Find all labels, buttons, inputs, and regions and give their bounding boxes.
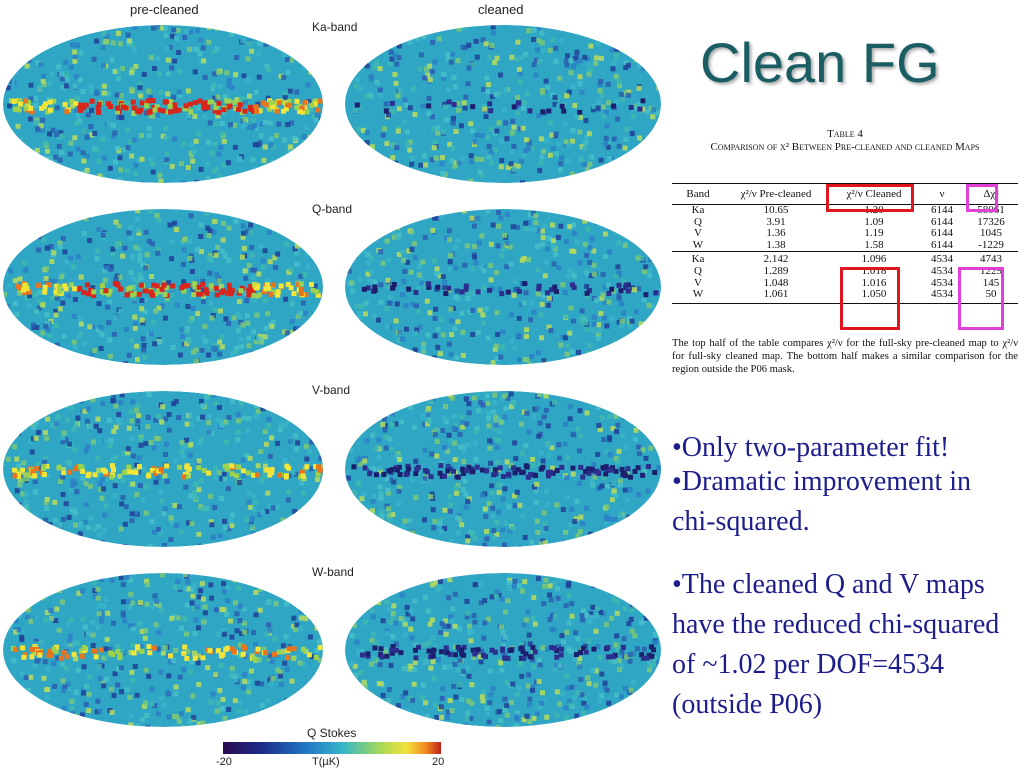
sky-map-q-precleaned <box>3 209 323 365</box>
cell-nu: 6144 <box>931 227 953 240</box>
sky-map-w-cleaned <box>345 573 661 727</box>
table-row: Q 3.91 1.09 6144 17326 <box>672 215 1018 229</box>
sky-map-v-precleaned <box>3 391 323 547</box>
band-label-w: W-band <box>312 565 354 579</box>
highlight-box-cleaned-values <box>840 267 900 330</box>
cell-cleaned: 1.19 <box>864 227 884 240</box>
cell-nu: 4534 <box>920 251 964 266</box>
table-row: Ka 2.142 1.096 4534 4743 <box>672 251 1018 266</box>
header-precleaned: χ²/ν Pre-cleaned <box>724 183 828 205</box>
cell-delta-chi: 145 <box>982 276 1000 289</box>
cell-band: W <box>692 238 704 251</box>
pre-cleaned-column-label: pre-cleaned <box>130 2 199 17</box>
sky-map-ka-precleaned <box>3 25 323 183</box>
cell-band: Q <box>694 264 702 277</box>
colorbar-min-label: -20 <box>216 756 232 768</box>
table-note: The top half of the table compares χ²/ν … <box>672 338 1018 375</box>
cell-nu: 6144 <box>931 204 953 216</box>
cell-precleaned: 1.289 <box>763 264 789 277</box>
cell-nu: 4534 <box>920 288 964 304</box>
bullet-dramatic-improvement: •Dramatic improvement in chi-squared. <box>672 466 972 537</box>
colorbar-max-label: 20 <box>432 756 445 768</box>
table-title: Comparison of χ² Between Pre-cleaned and… <box>710 141 980 153</box>
colorbar-unit-label: T(µK) <box>312 756 340 768</box>
cell-precleaned: 3.91 <box>766 215 786 228</box>
band-label-ka: Ka-band <box>312 20 358 34</box>
cell-nu: 6144 <box>931 238 953 251</box>
cell-precleaned: 1.36 <box>766 227 786 240</box>
cell-cleaned: 1.096 <box>828 251 920 266</box>
cell-delta-chi: 17326 <box>977 215 1005 228</box>
table-row: V 1.36 1.19 6144 1045 <box>672 228 1018 240</box>
sky-map-v-cleaned <box>345 391 661 547</box>
cell-band: V <box>694 276 702 289</box>
cell-cleaned: 1.016 <box>861 276 887 289</box>
table-caption: Table 4 Comparison of χ² Between Pre-cle… <box>672 128 1018 154</box>
cell-cleaned: 1.018 <box>861 264 887 277</box>
slide-title: Clean FG <box>700 31 940 94</box>
header-cleaned: χ²/ν Cleaned <box>828 183 920 205</box>
colorbar-title: Q Stokes <box>307 726 357 740</box>
cleaned-column-label: cleaned <box>478 2 524 17</box>
highlight-box-delta-header <box>966 184 998 212</box>
cell-cleaned: 1.58 <box>864 238 884 251</box>
cell-nu: 6144 <box>931 215 953 228</box>
table-number: Table 4 <box>827 128 863 140</box>
cell-band: Ka <box>672 251 724 266</box>
cell-precleaned: 2.142 <box>724 251 828 266</box>
table-row: V 1.048 1.016 4534 145 <box>672 276 1018 290</box>
cell-nu: 4534 <box>931 264 953 277</box>
cell-delta-chi: -1229 <box>978 238 1004 251</box>
cell-band: V <box>694 227 702 240</box>
cell-band: W <box>672 288 724 304</box>
header-band: Band <box>672 183 724 205</box>
cell-band: Ka <box>691 204 705 216</box>
cell-cleaned: 1.09 <box>864 215 884 228</box>
cell-precleaned: 10.65 <box>763 204 789 216</box>
sky-map-w-precleaned <box>3 573 323 727</box>
header-nu: ν <box>920 183 964 205</box>
cell-delta-chi: 4743 <box>964 251 1018 266</box>
cell-precleaned: 1.38 <box>766 238 786 251</box>
band-label-v: V-band <box>312 383 351 397</box>
cell-delta-chi: 1045 <box>980 227 1002 240</box>
table-row: W 1.38 1.58 6144 -1229 <box>672 238 1018 252</box>
highlight-box-cleaned-header <box>826 184 914 212</box>
cell-precleaned: 1.061 <box>724 288 828 304</box>
colorbar <box>223 742 441 754</box>
header-delta-chi: Δχ² <box>964 183 1018 205</box>
highlight-box-delta-values <box>958 267 1004 330</box>
cell-delta-chi: 50 <box>964 288 1018 304</box>
cell-nu: 4534 <box>931 276 953 289</box>
cell-delta-chi: 1229 <box>980 264 1002 277</box>
bullet-two-parameter-fit: •Only two-parameter fit! <box>672 432 950 463</box>
table-header-row: Band χ²/ν Pre-cleaned χ²/ν Cleaned ν Δχ² <box>672 183 1018 205</box>
bullet-cleaned-q-v: •The cleaned Q and V maps have the reduc… <box>672 569 1000 720</box>
cell-precleaned: 1.048 <box>763 276 789 289</box>
table-row: Q 1.289 1.018 4534 1229 <box>672 264 1018 278</box>
sky-map-ka-cleaned <box>345 25 661 183</box>
cell-band: Q <box>694 215 702 228</box>
band-label-q: Q-band <box>312 202 353 216</box>
sky-map-q-cleaned <box>345 209 661 365</box>
